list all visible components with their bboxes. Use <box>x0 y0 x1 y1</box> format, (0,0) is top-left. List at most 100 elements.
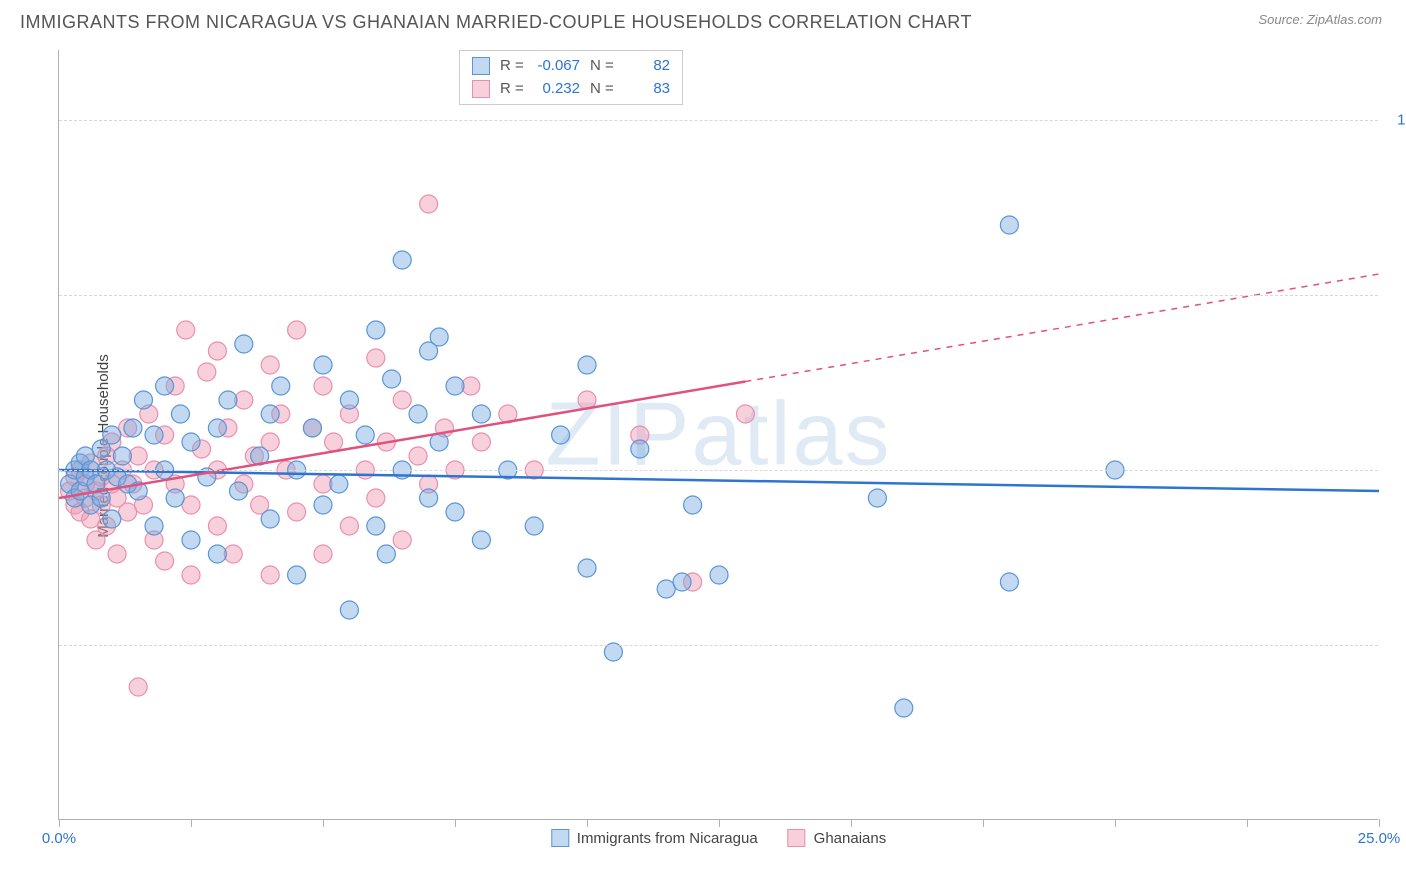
data-point <box>177 321 195 339</box>
r-label: R = <box>500 55 528 78</box>
legend-row-nicaragua: R =-0.067 N =82 <box>472 55 670 78</box>
data-point <box>325 433 343 451</box>
data-point <box>340 517 358 535</box>
data-point <box>895 699 913 717</box>
data-point <box>156 552 174 570</box>
data-point <box>108 545 126 563</box>
data-point <box>578 356 596 374</box>
data-point <box>710 566 728 584</box>
chart-plot-area: ZIPatlas R =-0.067 N =82 R =0.232 N =83 … <box>58 50 1378 820</box>
swatch-ghanaians <box>472 80 490 98</box>
n-label: N = <box>590 78 618 101</box>
y-tick-label: 75.0% <box>1388 287 1406 304</box>
data-point <box>182 531 200 549</box>
trend-line <box>59 470 1379 491</box>
x-tick <box>59 819 60 827</box>
n-value-ghanaians: 83 <box>618 78 670 101</box>
data-point <box>868 489 886 507</box>
legend-item-nicaragua: Immigrants from Nicaragua <box>551 829 758 847</box>
data-point <box>145 426 163 444</box>
r-label: R = <box>500 78 528 101</box>
data-point <box>340 391 358 409</box>
data-point <box>420 489 438 507</box>
x-tick <box>1115 819 1116 827</box>
data-point <box>356 426 374 444</box>
data-point <box>409 447 427 465</box>
x-tick-label: 0.0% <box>42 830 76 847</box>
data-point <box>314 356 332 374</box>
y-tick-label: 25.0% <box>1388 637 1406 654</box>
data-point <box>145 517 163 535</box>
data-point <box>1000 216 1018 234</box>
data-point <box>288 503 306 521</box>
data-point <box>235 335 253 353</box>
x-tick <box>1247 819 1248 827</box>
n-label: N = <box>590 55 618 78</box>
n-value-nicaragua: 82 <box>618 55 670 78</box>
x-tick <box>1379 819 1380 827</box>
r-value-nicaragua: -0.067 <box>528 55 580 78</box>
data-point <box>736 405 754 423</box>
data-point <box>103 510 121 528</box>
data-point <box>393 531 411 549</box>
data-point <box>219 391 237 409</box>
data-point <box>303 419 321 437</box>
x-tick-label: 25.0% <box>1358 830 1401 847</box>
data-point <box>288 321 306 339</box>
data-point <box>156 377 174 395</box>
x-tick <box>455 819 456 827</box>
data-point <box>134 391 152 409</box>
data-point <box>377 545 395 563</box>
trend-line-dashed <box>745 274 1379 382</box>
gridline <box>59 295 1378 296</box>
data-point <box>446 377 464 395</box>
data-point <box>129 678 147 696</box>
legend-label-nicaragua: Immigrants from Nicaragua <box>577 830 758 847</box>
data-point <box>578 559 596 577</box>
data-point <box>230 482 248 500</box>
data-point <box>340 601 358 619</box>
data-point <box>182 433 200 451</box>
data-point <box>430 328 448 346</box>
x-tick <box>323 819 324 827</box>
data-point <box>272 377 290 395</box>
r-value-ghanaians: 0.232 <box>528 78 580 101</box>
data-point <box>261 510 279 528</box>
series-legend: Immigrants from Nicaragua Ghanaians <box>551 829 886 847</box>
gridline <box>59 120 1378 121</box>
data-point <box>208 517 226 535</box>
legend-item-ghanaians: Ghanaians <box>788 829 887 847</box>
data-point <box>330 475 348 493</box>
data-point <box>103 426 121 444</box>
data-point <box>208 545 226 563</box>
y-tick-label: 50.0% <box>1388 462 1406 479</box>
swatch-ghanaians <box>788 829 806 847</box>
data-point <box>552 426 570 444</box>
data-point <box>182 566 200 584</box>
data-point <box>261 405 279 423</box>
chart-title: IMMIGRANTS FROM NICARAGUA VS GHANAIAN MA… <box>20 12 972 33</box>
gridline <box>59 645 1378 646</box>
data-point <box>367 321 385 339</box>
data-point <box>383 370 401 388</box>
data-point <box>208 419 226 437</box>
data-point <box>367 489 385 507</box>
data-point <box>261 356 279 374</box>
data-point <box>393 391 411 409</box>
scatter-svg <box>59 50 1379 820</box>
swatch-nicaragua <box>472 57 490 75</box>
data-point <box>472 405 490 423</box>
data-point <box>420 195 438 213</box>
data-point <box>166 489 184 507</box>
data-point <box>525 517 543 535</box>
data-point <box>113 447 131 465</box>
data-point <box>367 517 385 535</box>
gridline <box>59 470 1378 471</box>
data-point <box>171 405 189 423</box>
data-point <box>314 545 332 563</box>
data-point <box>409 405 427 423</box>
data-point <box>446 503 464 521</box>
data-point <box>208 342 226 360</box>
x-tick <box>851 819 852 827</box>
data-point <box>472 433 490 451</box>
